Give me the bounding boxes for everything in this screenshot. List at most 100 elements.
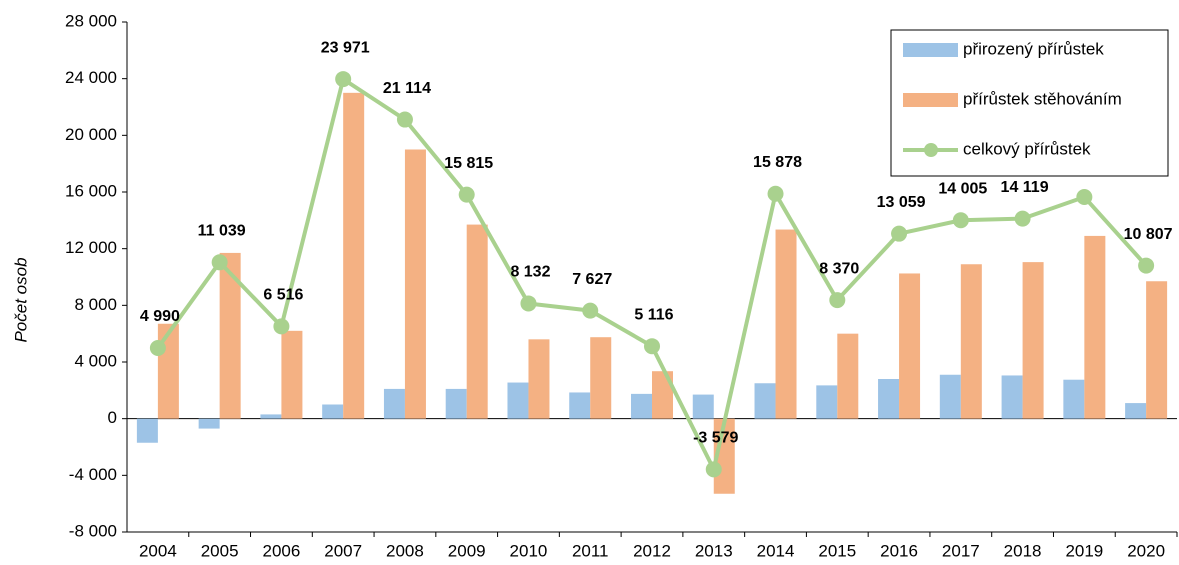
y-tick-label: 4 000 [74, 351, 117, 370]
data-label: 23 971 [321, 39, 370, 56]
bar [322, 404, 344, 419]
data-label: 5 116 [634, 306, 673, 323]
point [644, 338, 660, 355]
bar [939, 374, 961, 419]
bar [219, 252, 241, 419]
bar [631, 393, 652, 419]
bar [466, 224, 488, 419]
bar [507, 382, 529, 419]
bar [343, 92, 365, 419]
data-label: 15 815 [444, 155, 493, 172]
bar [260, 414, 282, 419]
legend-label: přírůstek stěhováním [963, 89, 1122, 108]
bar [1084, 235, 1106, 419]
data-label: 7 627 [572, 271, 612, 288]
y-tick-label: 12 000 [65, 238, 117, 257]
legend-swatch [903, 43, 958, 57]
x-tick-label: 2010 [510, 541, 548, 560]
bar [404, 149, 426, 419]
data-label: 4 990 [140, 308, 180, 325]
x-tick-label: 2017 [942, 541, 980, 560]
x-tick-label: 2013 [695, 541, 733, 560]
bar [652, 371, 673, 419]
x-tick-label: 2016 [880, 541, 918, 560]
bar [1146, 281, 1168, 419]
point [273, 318, 290, 335]
bar [198, 418, 220, 429]
point [582, 302, 599, 319]
bar [837, 333, 859, 419]
bar [1001, 375, 1023, 419]
x-tick-label: 2005 [201, 541, 239, 560]
x-tick-label: 2006 [262, 541, 300, 560]
bar [281, 330, 303, 419]
y-tick-label: -8 000 [69, 521, 117, 540]
bar [528, 339, 550, 419]
y-axis-label: Počet osob [11, 257, 30, 342]
x-tick-label: 2019 [1065, 541, 1103, 560]
bar [1125, 403, 1147, 419]
point [767, 185, 784, 202]
y-tick-label: -4 000 [69, 465, 117, 484]
legend-label: celkový přírůstek [963, 139, 1091, 158]
data-label: 15 878 [753, 154, 802, 171]
point [829, 292, 846, 309]
legend-swatch [903, 93, 958, 107]
point [705, 461, 722, 478]
y-tick-label: 28 000 [65, 11, 117, 30]
bar [775, 229, 797, 419]
bar [878, 379, 900, 419]
x-tick-label: 2012 [633, 541, 671, 560]
x-tick-label: 2007 [324, 541, 362, 560]
y-tick-label: 16 000 [65, 181, 117, 200]
point [1014, 210, 1031, 227]
x-tick-label: 2014 [757, 541, 795, 560]
x-tick-label: 2018 [1004, 541, 1042, 560]
x-tick-label: 2020 [1127, 541, 1165, 560]
bar [445, 388, 467, 419]
bar [816, 385, 838, 419]
bar [1022, 262, 1044, 419]
x-tick-label: 2008 [386, 541, 424, 560]
point [149, 339, 166, 356]
point [520, 295, 537, 312]
point [458, 186, 475, 203]
x-tick-label: 2015 [818, 541, 856, 560]
legend-label: přirozený přírůstek [963, 39, 1104, 58]
bar [383, 388, 405, 419]
point [211, 254, 228, 271]
point [1076, 189, 1093, 206]
point [1138, 257, 1155, 274]
point [396, 111, 413, 128]
bar [1063, 379, 1085, 419]
data-label: 21 114 [383, 80, 431, 97]
bar [136, 418, 158, 443]
data-label: 6 516 [263, 287, 303, 304]
data-label: 13 059 [877, 194, 926, 211]
bar [157, 323, 179, 419]
data-label: 8 132 [510, 264, 550, 281]
bar [569, 392, 591, 419]
point [891, 225, 908, 242]
data-label: -3 579 [693, 430, 738, 447]
y-tick-label: 20 000 [65, 125, 117, 144]
data-label: 14 119 [1001, 179, 1049, 196]
bar [960, 264, 982, 419]
data-label: 10 807 [1124, 226, 1173, 243]
data-label: 8 370 [819, 260, 859, 277]
bar [590, 337, 612, 419]
y-tick-label: 24 000 [65, 68, 117, 87]
bar [899, 273, 921, 419]
x-tick-label: 2004 [139, 541, 177, 560]
x-tick-label: 2009 [448, 541, 486, 560]
bar [754, 383, 776, 419]
bar [692, 394, 714, 419]
y-tick-label: 8 000 [74, 295, 117, 314]
data-label: 11 039 [198, 222, 246, 239]
point [952, 212, 969, 229]
legend-swatch [924, 143, 938, 157]
y-tick-label: 0 [108, 408, 117, 427]
x-tick-label: 2011 [572, 541, 609, 560]
data-label: 14 005 [938, 180, 987, 197]
